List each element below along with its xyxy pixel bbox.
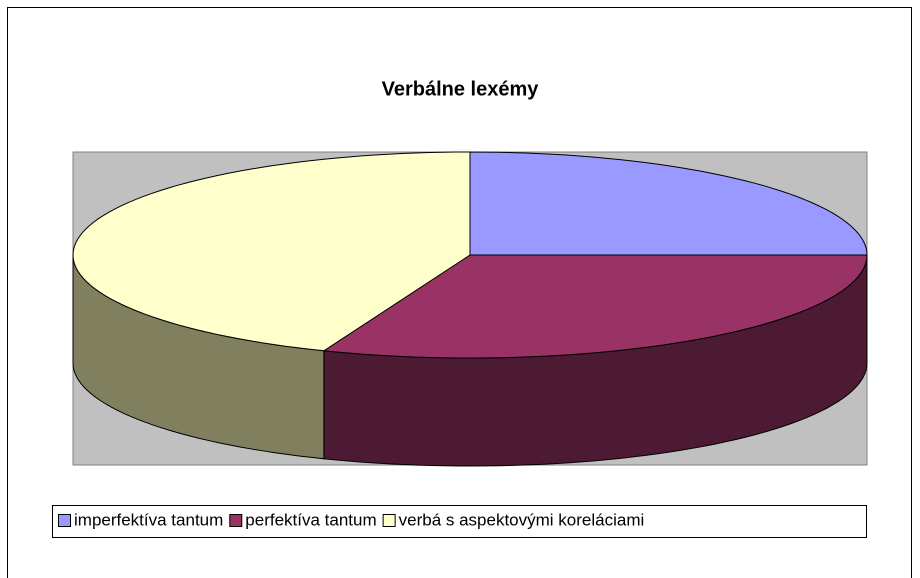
pie-slice: [469, 151, 868, 256]
legend-swatch: [382, 514, 396, 527]
legend-swatch: [58, 514, 71, 527]
legend-items: imperfektíva tantum perfektíva tantum verb…: [58, 510, 645, 529]
legend-swatch: [229, 514, 243, 527]
chart-title: Verbálne lexémy: [382, 78, 540, 100]
pie-slice: [72, 151, 471, 352]
pie: [72, 151, 868, 467]
legend-label: perfektíva tantum: [245, 510, 376, 529]
legend-label: imperfektíva tantum: [74, 510, 223, 529]
legend: [52, 505, 867, 538]
pie-slice: [322, 254, 868, 359]
legend-label: verbá s aspektovými koreláciami: [399, 510, 645, 529]
